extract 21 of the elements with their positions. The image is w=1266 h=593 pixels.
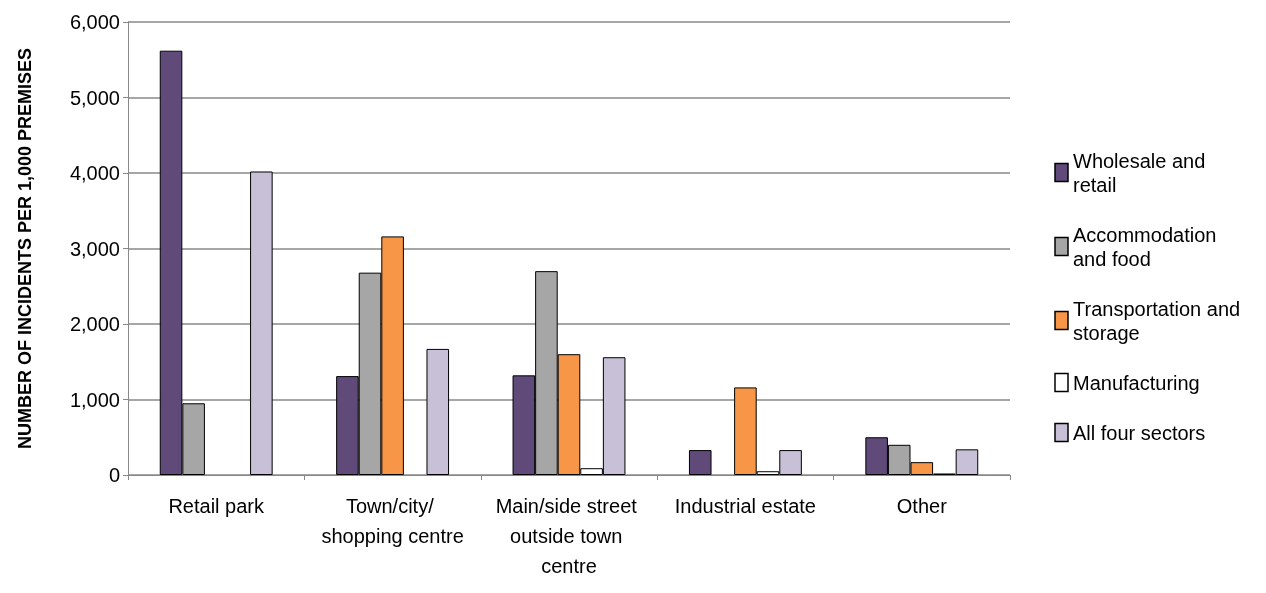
y-tick-label: 3,000	[69, 237, 120, 260]
legend-label: Transportation and storage	[1073, 297, 1246, 344]
x-tick-label: Main/side street outside town centre	[495, 495, 643, 577]
y-tick-label: 0	[108, 464, 120, 486]
y-axis-title: NUMBER OF INCIDENTS PER 1,000 PREMISES	[15, 47, 35, 450]
x-tick-label: Other	[896, 495, 948, 517]
y-tick-label: 4,000	[69, 162, 120, 184]
x-tick-label: Industrial estate	[674, 495, 816, 517]
bar	[426, 348, 450, 475]
y-tick-label: 1,000	[69, 388, 120, 411]
legend-label: Manufacturing	[1073, 371, 1200, 394]
legend-label: All four sectors	[1073, 421, 1206, 444]
x-tick-label: Town/city/ shopping centre	[321, 495, 464, 547]
legend-label: Wholesale and retail	[1073, 149, 1211, 196]
legend-label: Accommodation and food	[1073, 223, 1222, 270]
y-tick-label: 5,000	[69, 86, 120, 109]
y-tick-label: 2,000	[69, 313, 120, 335]
bar	[688, 450, 712, 475]
x-tick-label: Retail park	[168, 495, 265, 517]
bar	[250, 171, 273, 475]
y-tick-label: 6,000	[69, 11, 120, 33]
